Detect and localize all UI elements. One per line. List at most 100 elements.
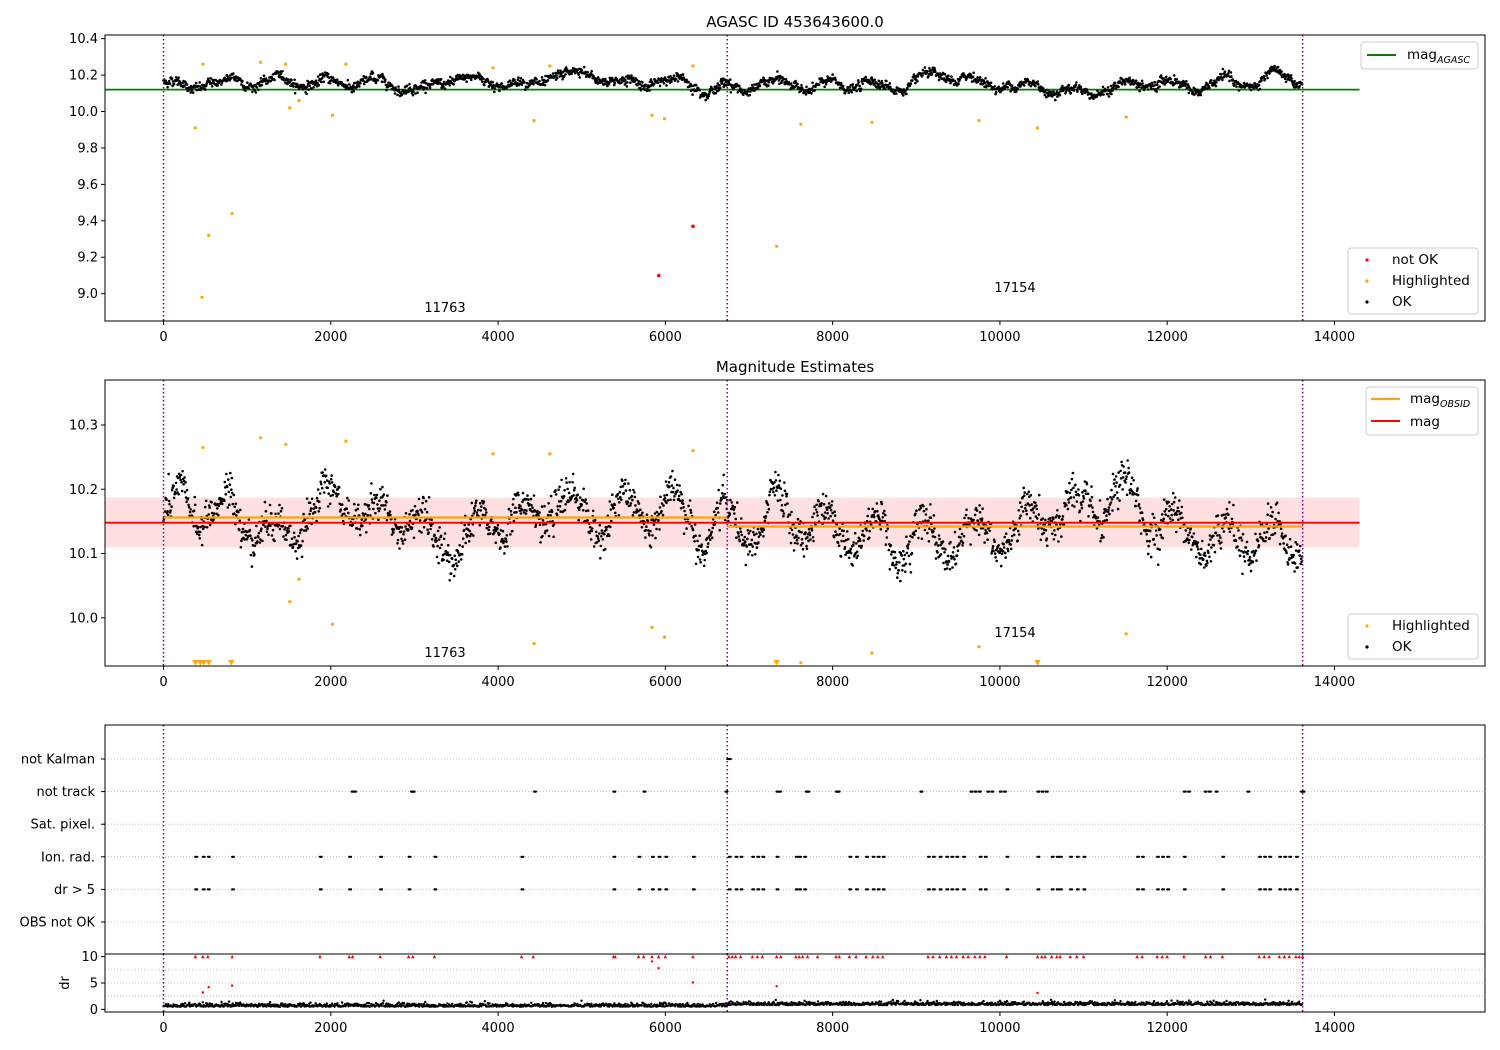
data-point-ok [632, 76, 635, 79]
data-point-ok [1214, 84, 1218, 88]
data-point-ok [558, 485, 561, 489]
data-point-ok [767, 81, 771, 84]
data-point-ok [433, 533, 436, 537]
data-point-ok [669, 475, 673, 478]
data-point-ok [564, 477, 568, 480]
flag-marker [729, 757, 732, 761]
data-point-ok [481, 80, 484, 83]
data-point-ok [564, 73, 567, 76]
data-point-ok [865, 529, 868, 532]
data-point-ok [544, 74, 547, 78]
data-point-ok [212, 512, 216, 515]
data-point-ok [704, 98, 707, 102]
data-point-ok [961, 541, 965, 545]
data-point-ok [473, 506, 476, 510]
data-point-ok [1232, 503, 1235, 507]
data-point-ok [698, 558, 702, 561]
data-point-ok [568, 73, 571, 76]
data-point-ok [685, 527, 688, 530]
data-point-ok [452, 563, 456, 567]
flag-marker [1162, 855, 1166, 858]
data-point-ok [819, 504, 823, 507]
data-point-ok [1286, 563, 1290, 566]
data-point-ok [1232, 534, 1236, 537]
data-point-ok [894, 556, 897, 559]
data-point-ok [618, 501, 621, 504]
data-point-ok [284, 533, 288, 537]
data-point-ok [388, 510, 392, 513]
data-point-ok [693, 540, 696, 543]
data-point-ok [429, 524, 433, 527]
data-point-ok [1009, 90, 1012, 93]
data-point-ok [322, 80, 326, 84]
data-point-ok [293, 91, 297, 95]
data-point-ok [665, 84, 668, 87]
data-point-ok [529, 497, 533, 501]
data-point-ok [800, 83, 803, 87]
data-point-ok [570, 72, 573, 75]
flag-marker [1296, 855, 1299, 858]
data-point-ok [810, 92, 813, 95]
data-point-ok [362, 514, 366, 517]
data-point-ok [1106, 86, 1110, 89]
data-point-ok [1067, 83, 1071, 87]
data-point-ok [317, 500, 321, 504]
flag-marker [971, 790, 974, 793]
data-point-ok [1283, 72, 1286, 76]
data-point-ok [712, 510, 716, 513]
data-point-ok [592, 545, 596, 548]
data-point-ok [948, 567, 952, 571]
chart-title: AGASC ID 453643600.0 [706, 13, 884, 31]
data-point-ok [777, 484, 781, 487]
data-point-ok [909, 82, 913, 85]
data-point-ok [398, 547, 401, 550]
data-point-highlighted [288, 600, 292, 604]
flag-marker [866, 855, 870, 858]
data-point-ok [226, 485, 229, 489]
data-point-ok [379, 487, 382, 491]
data-point-ok [857, 81, 860, 84]
data-point-ok [1068, 89, 1071, 93]
legend-lines: magOBSID mag [1365, 386, 1479, 436]
data-point-ok [475, 511, 479, 514]
data-point-ok [902, 94, 905, 97]
data-point-ok [353, 502, 356, 506]
data-point-ok [767, 507, 771, 511]
data-point-ok [572, 494, 575, 497]
data-point-ok [463, 523, 467, 527]
data-point-highlighted [284, 62, 288, 66]
data-point-ok [376, 507, 380, 510]
data-point-ok [665, 501, 668, 505]
data-point-ok [1108, 512, 1111, 516]
data-point-ok [470, 78, 473, 82]
data-point-ok [603, 532, 606, 536]
data-point-ok [370, 498, 374, 501]
data-point-ok [546, 79, 550, 82]
data-point-ok [185, 500, 188, 504]
data-point-ok [721, 77, 725, 80]
data-point-ok [1237, 548, 1241, 552]
data-point-ok [266, 527, 269, 531]
data-point-ok [348, 83, 351, 86]
data-point-ok [1194, 88, 1197, 91]
data-point-ok [253, 553, 256, 556]
data-point-ok [1116, 496, 1119, 500]
data-point-ok [1036, 80, 1040, 83]
data-point-ok [336, 84, 340, 87]
data-point-ok [576, 493, 579, 497]
data-point-ok [662, 504, 665, 507]
data-point-ok [328, 502, 332, 506]
data-point-ok [1241, 572, 1244, 576]
data-point-ok [839, 555, 843, 558]
data-point-ok [762, 535, 765, 538]
data-point-ok [270, 512, 273, 515]
flag-marker [644, 790, 647, 793]
data-point-ok [313, 511, 317, 514]
data-point-ok [860, 80, 863, 83]
data-point-ok [1271, 69, 1275, 72]
data-point-ok [1025, 509, 1028, 512]
data-point-ok [1221, 78, 1224, 82]
data-point-ok [834, 530, 837, 533]
data-point-ok [867, 507, 870, 511]
data-point-ok [217, 513, 220, 517]
